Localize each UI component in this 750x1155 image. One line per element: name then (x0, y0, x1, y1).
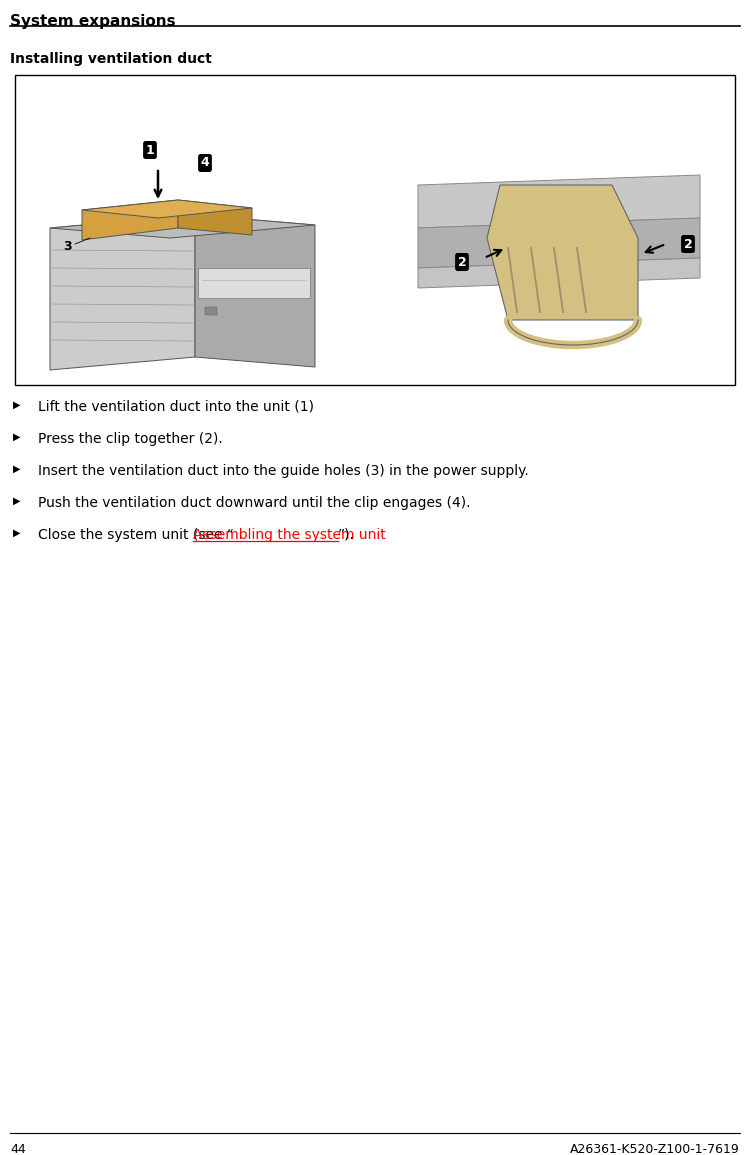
FancyArrowPatch shape (646, 245, 664, 253)
Text: 44: 44 (10, 1143, 26, 1155)
Polygon shape (418, 176, 700, 228)
FancyArrowPatch shape (487, 249, 501, 256)
Text: Insert the ventilation duct into the guide holes (3) in the power supply.: Insert the ventilation duct into the gui… (38, 464, 529, 478)
Text: ▶: ▶ (13, 400, 20, 410)
Polygon shape (82, 200, 178, 240)
Text: Assembling the system unit: Assembling the system unit (194, 528, 386, 542)
Text: Press the clip together (2).: Press the clip together (2). (38, 432, 223, 446)
Text: Installing ventilation duct: Installing ventilation duct (10, 52, 211, 66)
Text: Push the ventilation duct downward until the clip engages (4).: Push the ventilation duct downward until… (38, 495, 470, 511)
Text: ▶: ▶ (13, 464, 20, 474)
Bar (205, 307, 217, 315)
Polygon shape (50, 215, 195, 370)
Text: ▶: ▶ (13, 528, 20, 538)
Polygon shape (418, 258, 700, 288)
Polygon shape (195, 215, 315, 367)
Text: 2: 2 (458, 255, 466, 268)
Polygon shape (178, 200, 252, 234)
Text: Close the system unit (see “: Close the system unit (see “ (38, 528, 234, 542)
Bar (198, 268, 310, 298)
Text: ”).: ”). (338, 528, 355, 542)
Text: 1: 1 (146, 143, 154, 156)
Polygon shape (418, 218, 700, 268)
Text: A26361-K520-Z100-1-7619: A26361-K520-Z100-1-7619 (570, 1143, 740, 1155)
Text: Lift the ventilation duct into the unit (1): Lift the ventilation duct into the unit … (38, 400, 314, 413)
Text: 4: 4 (201, 156, 209, 170)
Bar (15, 75, 735, 385)
Polygon shape (50, 215, 315, 238)
Polygon shape (82, 200, 252, 218)
FancyArrowPatch shape (154, 171, 161, 196)
Text: ▶: ▶ (13, 432, 20, 442)
Text: ▶: ▶ (13, 495, 20, 506)
Polygon shape (487, 185, 638, 320)
Text: 3: 3 (64, 239, 72, 253)
Text: 2: 2 (684, 238, 692, 251)
Text: System expansions: System expansions (10, 14, 176, 29)
